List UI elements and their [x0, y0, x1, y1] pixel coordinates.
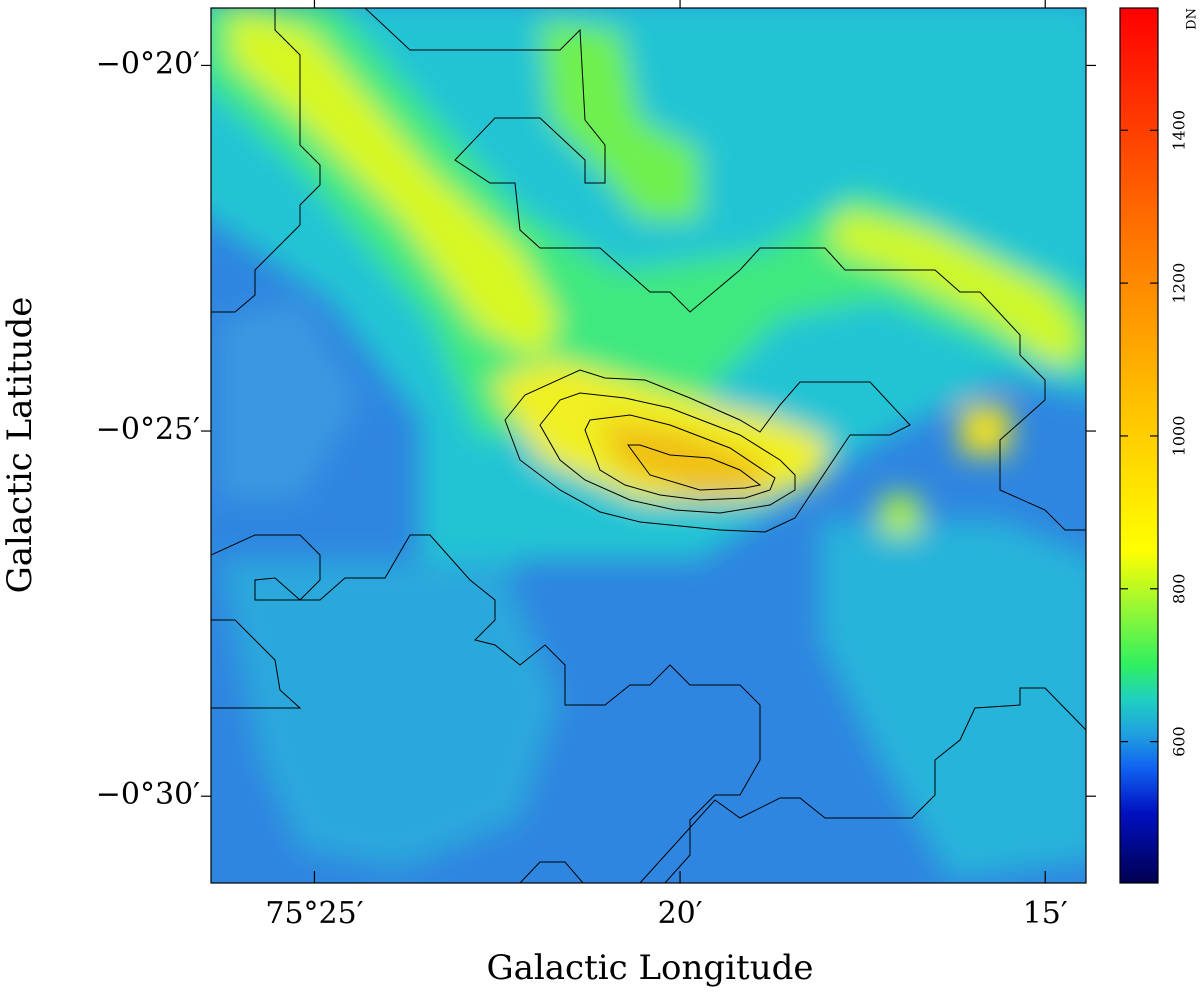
x-tick-label: 20′	[658, 896, 703, 931]
y-tick-label: −0°25′	[96, 412, 200, 447]
contour	[211, 8, 321, 313]
y-axis-label: Galactic Latitude	[0, 297, 40, 594]
x-axis-label: Galactic Longitude	[486, 948, 813, 988]
contour	[539, 392, 796, 514]
contour	[364, 8, 1086, 531]
contour	[627, 444, 762, 491]
colorbar	[1119, 7, 1159, 884]
map-image	[211, 8, 1086, 883]
x-tick-label: 75°25′	[265, 896, 363, 931]
contour	[639, 687, 1086, 883]
colorbar-label: DN	[1185, 8, 1200, 30]
colorbar-tick-label: 1000	[1170, 416, 1189, 457]
colorbar-tick-label: 800	[1170, 574, 1189, 605]
contour	[519, 861, 584, 883]
x-tick-label: 15′	[1023, 896, 1068, 931]
plot-frame	[210, 7, 1087, 884]
y-tick-label: −0°30′	[96, 777, 200, 812]
colorbar-tick-label: 1400	[1170, 110, 1189, 151]
colorbar-tick-label: 1200	[1170, 263, 1189, 304]
contours	[211, 8, 1086, 883]
y-tick-label: −0°20′	[96, 46, 200, 81]
contour	[584, 414, 776, 501]
contour	[504, 369, 911, 533]
contour	[211, 534, 761, 883]
colorbar-tick-label: 600	[1170, 726, 1189, 757]
contour	[211, 619, 302, 709]
